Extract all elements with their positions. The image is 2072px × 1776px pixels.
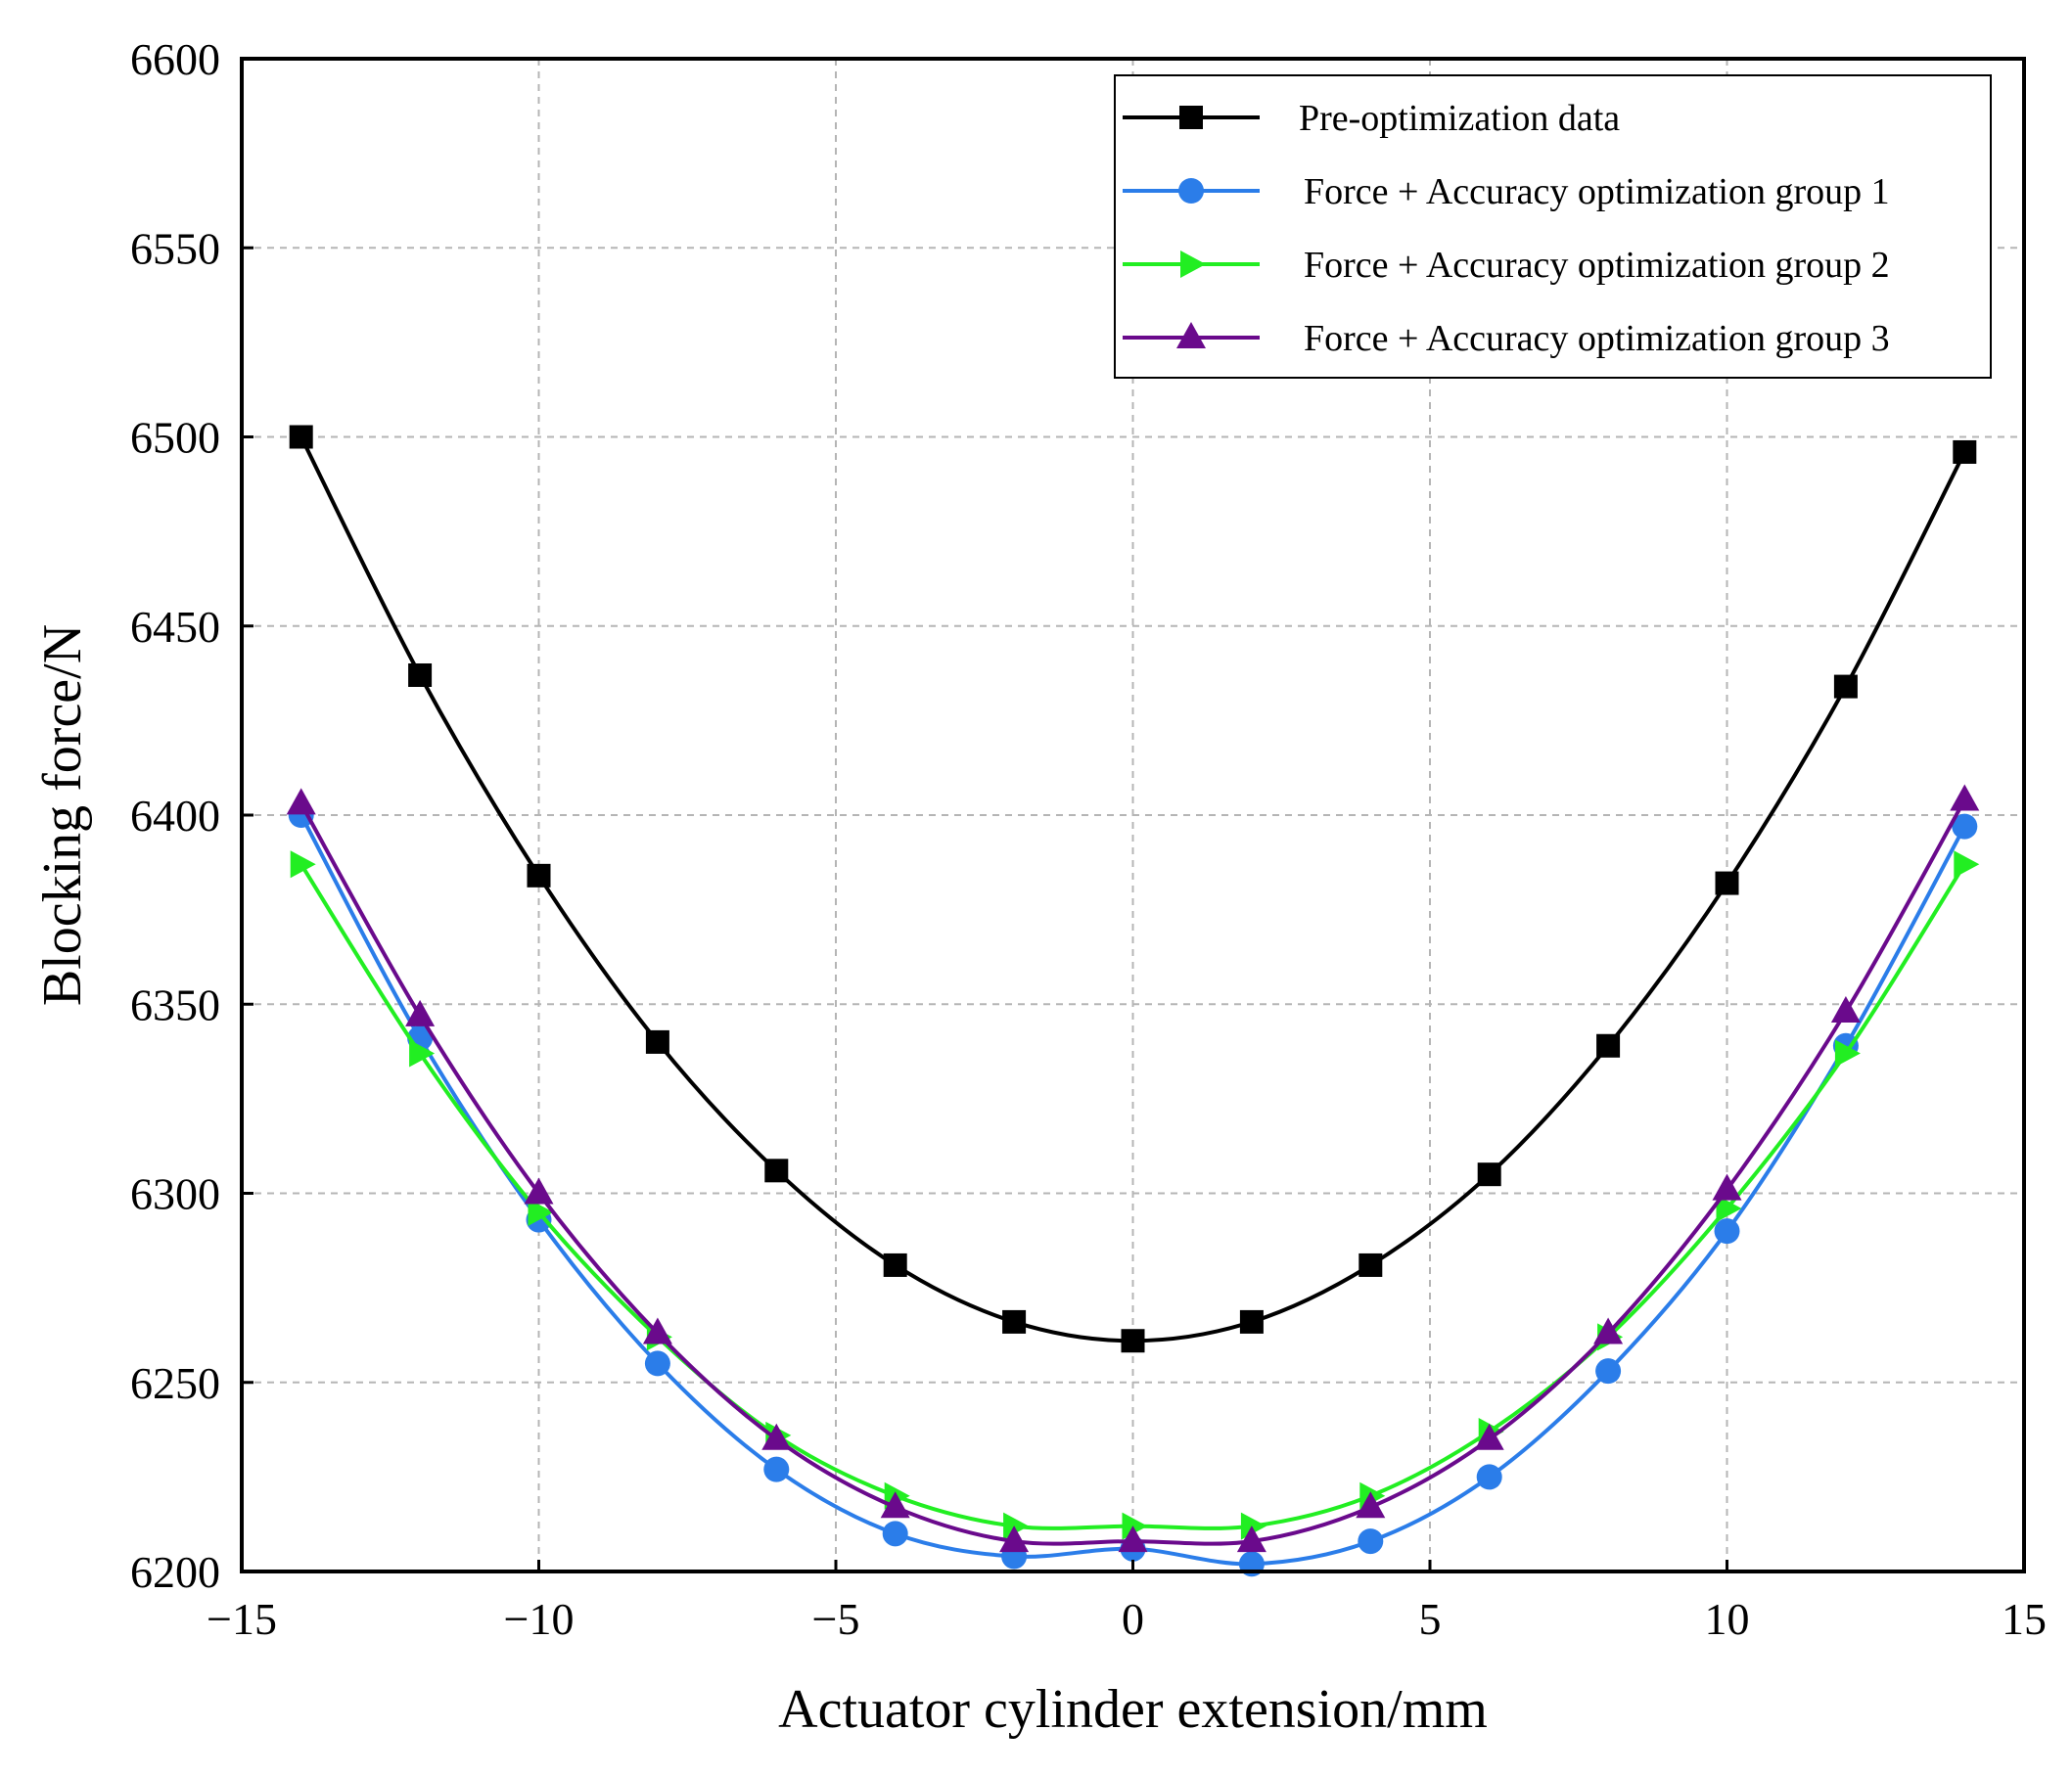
y-tick-label: 6300 xyxy=(130,1169,220,1219)
data-point xyxy=(883,1252,907,1277)
data-point xyxy=(405,999,436,1026)
data-point xyxy=(763,1456,790,1482)
data-point xyxy=(1595,1358,1622,1385)
data-point xyxy=(1596,1033,1621,1058)
x-tick-label: −10 xyxy=(504,1594,575,1644)
legend-label: Force + Accuracy optimization group 3 xyxy=(1304,318,1890,359)
data-point xyxy=(761,1423,792,1450)
legend-marker xyxy=(1176,322,1206,348)
legend-box xyxy=(1114,74,1992,379)
x-tick-label: 15 xyxy=(2002,1594,2047,1644)
data-point xyxy=(1239,1309,1264,1334)
data-point xyxy=(999,1526,1030,1553)
data-point xyxy=(1593,1317,1624,1344)
data-point xyxy=(644,1350,670,1377)
data-point xyxy=(1003,1512,1030,1540)
data-point xyxy=(645,1029,669,1054)
x-axis-title: Actuator cylinder extension/mm xyxy=(778,1679,1488,1740)
y-axis-title: Blocking force/N xyxy=(32,624,93,1006)
data-point xyxy=(1954,850,1980,879)
data-point xyxy=(1122,1512,1148,1540)
x-tick-label: −5 xyxy=(812,1594,860,1644)
data-point xyxy=(1953,439,1977,464)
data-point xyxy=(290,850,316,879)
series-layer xyxy=(286,425,1980,1577)
series-4 xyxy=(286,784,1980,1553)
grid xyxy=(242,59,2024,1571)
data-point xyxy=(524,1177,554,1205)
legend-label: Force + Accuracy optimization group 1 xyxy=(1304,171,1890,212)
data-point xyxy=(1830,995,1861,1023)
y-tick-label: 6200 xyxy=(130,1547,220,1597)
data-point xyxy=(527,863,551,888)
data-point xyxy=(1714,1218,1740,1245)
data-point xyxy=(1952,813,1978,840)
data-point xyxy=(409,1039,436,1068)
data-point xyxy=(1236,1526,1266,1553)
data-point xyxy=(642,1317,672,1344)
data-point xyxy=(1002,1309,1027,1334)
y-tick-label: 6450 xyxy=(130,602,220,652)
data-point xyxy=(1358,1252,1383,1277)
y-tick-label: 6600 xyxy=(130,34,220,84)
data-point xyxy=(1476,1464,1502,1490)
data-point xyxy=(528,1198,554,1226)
data-point xyxy=(1950,784,1980,811)
data-point xyxy=(1477,1162,1501,1187)
data-point xyxy=(289,425,313,449)
y-tick-label: 6550 xyxy=(130,223,220,273)
data-point xyxy=(286,788,316,815)
y-tick-label: 6500 xyxy=(130,413,220,463)
data-point xyxy=(1358,1528,1384,1555)
data-point xyxy=(1834,1039,1861,1068)
data-point xyxy=(764,1159,789,1183)
legend-marker xyxy=(1180,250,1206,278)
data-point xyxy=(1356,1491,1386,1519)
x-tick-label: −15 xyxy=(207,1594,277,1644)
data-point xyxy=(880,1491,910,1519)
data-point xyxy=(408,662,433,687)
data-point xyxy=(882,1521,908,1547)
data-point xyxy=(1715,871,1739,895)
y-tick-label: 6350 xyxy=(130,979,220,1029)
x-tick-label: 5 xyxy=(1419,1594,1442,1644)
series-1 xyxy=(289,425,1977,1353)
legend-label: Pre-optimization data xyxy=(1299,98,1620,139)
data-point xyxy=(1121,1329,1145,1353)
x-tick-label: 0 xyxy=(1122,1594,1144,1644)
legend: Pre-optimization data Force + Accuracy op… xyxy=(1114,74,1992,379)
data-point xyxy=(1712,1173,1742,1201)
y-tick-label: 6250 xyxy=(130,1358,220,1408)
legend-item: Force + Accuracy optimization group 2 xyxy=(1123,245,1890,286)
legend-item: Force + Accuracy optimization group 1 xyxy=(1123,171,1890,212)
x-tick-label: 10 xyxy=(1705,1594,1750,1644)
tick-labels: −15 −10 −5 0 5 10 15 6200 6250 6300 6350 6400 6450 65… xyxy=(130,34,2047,1644)
data-point xyxy=(1474,1423,1504,1450)
legend-marker xyxy=(1178,178,1204,204)
legend-marker xyxy=(1179,106,1203,129)
data-point xyxy=(1240,1512,1266,1540)
y-tick-label: 6400 xyxy=(130,791,220,841)
legend-item: Pre-optimization data xyxy=(1123,98,1620,139)
data-point xyxy=(1833,674,1858,699)
data-point xyxy=(1118,1526,1148,1553)
legend-label: Force + Accuracy optimization group 2 xyxy=(1304,245,1890,286)
ticks xyxy=(240,57,2026,1573)
legend-item: Force + Accuracy optimization group 3 xyxy=(1123,318,1890,359)
data-point xyxy=(1716,1194,1742,1222)
